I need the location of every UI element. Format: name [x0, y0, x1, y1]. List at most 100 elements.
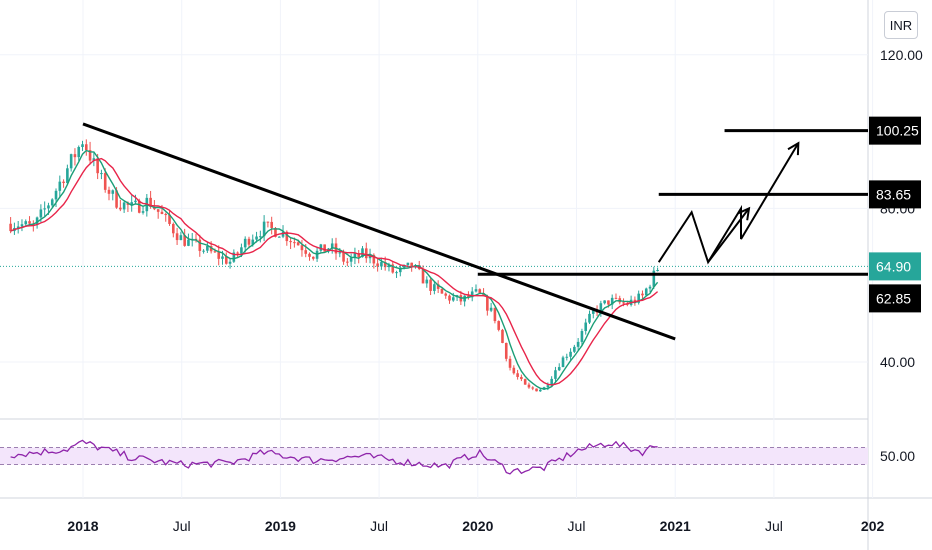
candle	[119, 199, 122, 212]
currency-button[interactable]: INR	[884, 11, 918, 39]
x-tick-label: Jul	[370, 518, 388, 534]
candle	[141, 206, 145, 215]
candle	[648, 284, 652, 293]
candle	[493, 307, 497, 324]
y-tick-label: 120.00	[880, 47, 923, 63]
candle	[69, 153, 73, 172]
candle	[353, 247, 357, 265]
x-tick-label: 2020	[462, 518, 493, 534]
candle	[84, 139, 88, 156]
candle	[232, 249, 236, 263]
candle	[444, 292, 448, 299]
candle	[406, 262, 410, 266]
rsi-band	[0, 447, 868, 465]
candle	[92, 152, 96, 167]
candle	[130, 195, 133, 212]
candle	[168, 209, 171, 226]
candle	[179, 231, 183, 241]
candle	[512, 365, 516, 375]
candle	[349, 253, 353, 267]
forecast-arrow[interactable]	[707, 206, 751, 263]
candle	[399, 265, 402, 277]
candle	[262, 215, 266, 242]
svg-text:83.65: 83.65	[876, 186, 911, 202]
candle	[610, 294, 614, 310]
candle	[603, 300, 606, 305]
level-price-badge: 62.85	[869, 284, 921, 313]
candle	[259, 230, 262, 243]
candle	[323, 244, 326, 252]
candle	[580, 328, 584, 346]
candle	[172, 222, 175, 238]
candle	[584, 318, 588, 335]
candle	[576, 338, 580, 351]
candle	[652, 266, 656, 290]
candle	[346, 258, 349, 267]
candle	[81, 140, 84, 151]
candle	[588, 310, 591, 324]
candle	[183, 228, 186, 247]
candle	[489, 302, 493, 313]
candle	[270, 216, 273, 235]
candle	[202, 249, 205, 254]
candle	[175, 227, 179, 245]
candle	[531, 386, 535, 391]
candle	[266, 221, 270, 228]
candle	[656, 267, 659, 272]
candle	[54, 188, 58, 208]
x-tick-label: 202	[861, 518, 885, 534]
candle	[50, 198, 54, 208]
candle	[463, 295, 466, 307]
candle	[247, 236, 251, 249]
candle	[111, 189, 115, 201]
candle	[637, 290, 640, 305]
candle	[486, 294, 489, 316]
candle	[535, 388, 538, 392]
drawing-annotations	[0, 122, 868, 341]
candle	[16, 220, 20, 234]
slow-ma-line	[10, 157, 659, 386]
candle	[520, 374, 523, 382]
candle	[62, 179, 65, 188]
candle	[569, 348, 572, 361]
candle	[243, 236, 247, 253]
candle	[523, 378, 527, 385]
candle	[107, 186, 111, 201]
candle	[539, 388, 542, 392]
x-tick-label: Jul	[173, 518, 191, 534]
candle	[88, 141, 92, 165]
candlesticks	[9, 139, 659, 392]
candle	[77, 145, 81, 161]
rsi-line	[10, 439, 658, 475]
candle	[448, 294, 451, 304]
x-tick-label: Jul	[568, 518, 586, 534]
x-tick-label: 2019	[265, 518, 296, 534]
candle	[330, 238, 334, 254]
candle	[300, 239, 304, 257]
candle	[156, 209, 160, 219]
candle	[206, 242, 209, 254]
candle	[425, 276, 429, 288]
moving-average-lines	[10, 149, 659, 390]
candle	[565, 353, 569, 361]
candle	[561, 355, 565, 368]
trendline[interactable]	[82, 122, 676, 341]
candle	[508, 355, 512, 371]
candle	[100, 169, 103, 180]
x-tick-label: Jul	[765, 518, 783, 534]
candle	[364, 242, 368, 263]
candle	[557, 363, 561, 372]
candle	[277, 236, 281, 238]
candle	[217, 245, 221, 266]
forecast-arrow[interactable]	[740, 141, 800, 240]
svg-text:64.90: 64.90	[876, 258, 911, 274]
candle	[641, 290, 644, 299]
candle	[28, 216, 31, 225]
x-tick-label: 2018	[67, 518, 98, 534]
candle	[644, 287, 648, 297]
last-price-badge: 64.90	[869, 252, 921, 281]
candle	[440, 288, 444, 294]
rsi-pane	[0, 439, 868, 475]
